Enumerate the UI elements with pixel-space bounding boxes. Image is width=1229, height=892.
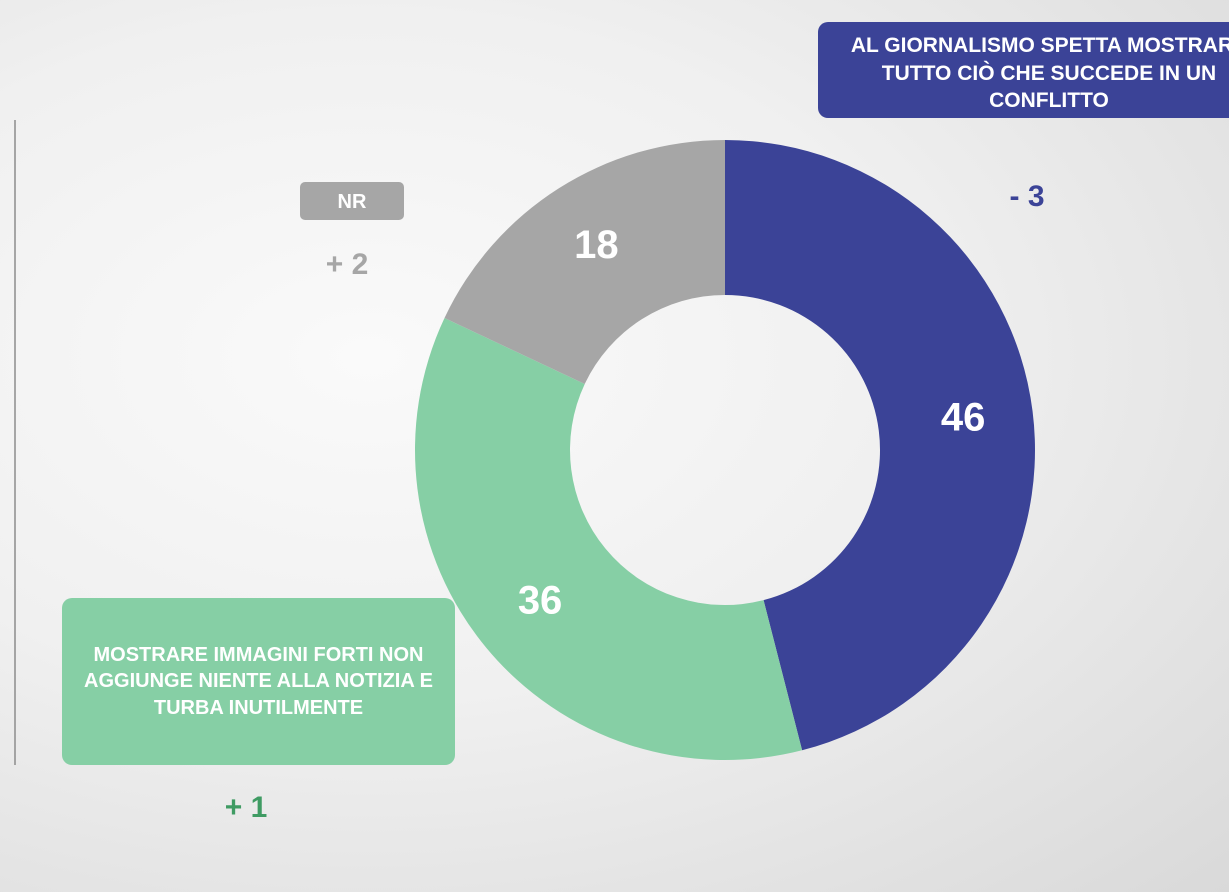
value-label: 46 xyxy=(941,395,986,439)
slice xyxy=(444,140,725,385)
category-label: AL GIORNALISMO SPETTA MOSTRARE TUTTO CIÒ… xyxy=(818,22,1229,118)
slice xyxy=(414,318,803,760)
value-label: 36 xyxy=(518,579,563,623)
value-label: 18 xyxy=(574,223,619,267)
category-label: MOSTRARE IMMAGINI FORTI NON AGGIUNGE NIE… xyxy=(62,598,455,765)
change-label: + 1 xyxy=(224,791,268,824)
category-label: NR xyxy=(300,182,404,220)
change-label: - 3 xyxy=(1009,180,1045,213)
slice xyxy=(725,140,1035,751)
change-label: + 2 xyxy=(325,248,369,281)
